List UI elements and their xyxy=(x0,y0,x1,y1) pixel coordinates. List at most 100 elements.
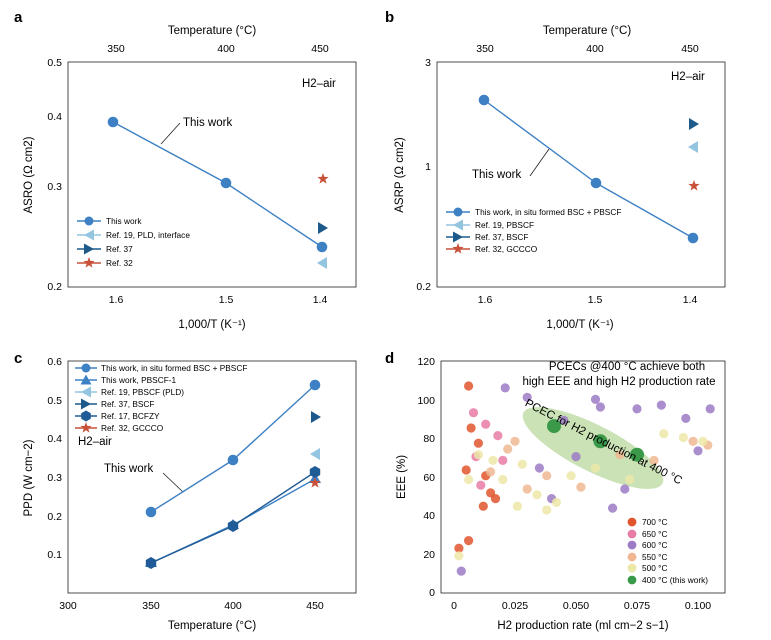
point-a-ref19 xyxy=(317,257,327,269)
h2-air-label-b: H2–air xyxy=(671,71,705,83)
scatter-point-d-4-5 xyxy=(551,497,562,507)
scatter-point-d-0-0 xyxy=(464,381,474,391)
plot-frame-b xyxy=(436,61,726,288)
legend-d-label-3: 600 °C xyxy=(642,540,667,550)
scatter-point-d-2-1 xyxy=(559,415,569,425)
line-a-segment-2 xyxy=(225,182,323,248)
scatter-point-d-4-8 xyxy=(625,474,635,485)
plot-frame-c xyxy=(67,360,357,594)
scatter-point-d-0-9 xyxy=(478,501,488,511)
scatter-point-d-2-14 xyxy=(500,383,510,393)
legend-d-label-5: 500 °C xyxy=(642,563,667,573)
scatter-points-d xyxy=(454,381,715,576)
x-tick-a-16: 1.6 xyxy=(109,294,124,306)
y-tick-d-0: 0 xyxy=(429,587,435,599)
scatter-point-d-2-2 xyxy=(595,402,606,412)
point-c-bcfzy-450 xyxy=(309,466,321,478)
legend-c-label-4: Ref. 37, BSCF xyxy=(101,399,155,409)
y-axis-label-d: EEE (%) xyxy=(396,455,408,499)
y-tick-d-40: 40 xyxy=(423,510,435,522)
scatter-point-d-4-9 xyxy=(659,429,669,439)
legend-b-marker-1 xyxy=(453,207,463,217)
x-tick-c-350: 350 xyxy=(142,600,160,612)
point-b-ref37 xyxy=(689,118,699,130)
y-tick-c-03: 0.3 xyxy=(47,472,62,484)
legend-b-label-2: Ref. 19, PBSCF xyxy=(475,220,534,230)
point-a-ref37 xyxy=(318,222,328,234)
point-a-ref32 xyxy=(317,173,329,184)
scatter-point-d-3-0 xyxy=(510,436,520,446)
h2-air-label-a: H2–air xyxy=(302,78,336,90)
legend-c-label-3: Ref. 19, PBSCF (PLD) xyxy=(101,387,184,397)
line-b-segment-2 xyxy=(595,182,694,239)
scatter-point-d-2-9 xyxy=(693,446,703,456)
legend-a: This work Ref. 19, PLD, interface Ref. 3… xyxy=(77,216,190,268)
scatter-point-d-3-5 xyxy=(688,436,698,446)
legend-c-label-5: Ref. 17, BCFZY xyxy=(101,411,160,421)
legend-a-marker-2 xyxy=(84,229,94,241)
scatter-point-d-2-3 xyxy=(632,404,642,414)
scatter-point-d-4-11 xyxy=(698,436,708,446)
legend-b-marker-2 xyxy=(453,219,463,231)
x-tick-c-450: 450 xyxy=(306,600,324,612)
this-work-label-a: This work xyxy=(183,117,232,129)
legend-d-marker-1 xyxy=(627,517,637,527)
point-c-this-work-400 xyxy=(227,454,239,466)
legend-a-marker-3 xyxy=(84,243,94,255)
this-work-leader-b xyxy=(529,148,550,177)
line-a-segment-1 xyxy=(112,121,227,184)
scatter-point-d-3-7 xyxy=(503,444,513,454)
legend-d-label-2: 650 °C xyxy=(642,529,667,539)
y-tick-a-04: 0.4 xyxy=(47,111,62,123)
y-tick-d-20: 20 xyxy=(423,549,435,561)
scatter-point-d-2-15 xyxy=(590,394,601,404)
legend-d-marker-2 xyxy=(627,529,637,539)
scatter-point-d-4-10 xyxy=(678,432,689,443)
y-tick-d-100: 100 xyxy=(417,395,435,407)
x-tick-d-0100: 0.100 xyxy=(685,600,711,612)
scatter-point-d-2-13 xyxy=(456,566,466,576)
y-tick-d-60: 60 xyxy=(423,472,435,484)
x-axis-label-c: Temperature (°C) xyxy=(168,620,256,632)
legend-c-marker-3 xyxy=(81,386,91,398)
scatter-point-d-2-7 xyxy=(571,452,581,462)
x-axis-label-a: 1,000/T (K⁻¹) xyxy=(178,319,245,331)
legend-c-marker-5 xyxy=(81,410,91,422)
legend-b: This work, in situ formed BSC + PBSCF Re… xyxy=(446,207,621,254)
y-tick-a-02: 0.2 xyxy=(47,281,62,293)
scatter-point-d-2-11 xyxy=(620,484,630,494)
scatter-point-d-1-1 xyxy=(481,419,491,429)
scatter-point-d-4-1 xyxy=(473,450,483,460)
legend-d-label-4: 550 °C xyxy=(642,552,667,562)
legend-a-marker-1 xyxy=(84,216,94,226)
scatter-point-d-2-6 xyxy=(534,463,545,473)
panel-a: a Temperature (°C) 350 400 450 0.5 0.4 0… xyxy=(14,9,357,331)
legend-a-label-4: Ref. 32 xyxy=(106,258,133,268)
x-tick-b-16: 1.6 xyxy=(478,294,493,306)
scatter-point-d-0-4 xyxy=(473,438,483,448)
scatter-point-d-4-2 xyxy=(498,474,508,485)
this-work-label-b: This work xyxy=(472,169,521,181)
y-tick-d-120: 120 xyxy=(417,356,435,368)
legend-c-marker-2 xyxy=(80,374,92,385)
top-tick-b-2: 450 xyxy=(681,43,699,55)
scatter-point-d-4-13 xyxy=(488,455,498,465)
legend-a-label-3: Ref. 37 xyxy=(106,244,133,254)
scatter-point-d-4-15 xyxy=(542,505,552,515)
scatter-point-d-1-3 xyxy=(476,480,486,490)
panel-d: d 120 100 80 60 40 20 0 0 0.025 0.050 0.… xyxy=(385,350,726,632)
legend-a-label-2: Ref. 19, PLD, interface xyxy=(106,230,190,240)
legend-c-label-1: This work, in situ formed BSC + PBSCF xyxy=(101,363,247,373)
y-tick-d-80: 80 xyxy=(423,433,435,445)
x-axis-label-d: H2 production rate (ml cm−2 s−1) xyxy=(497,620,668,632)
point-b-ref32 xyxy=(688,180,700,191)
scatter-point-d-2-5 xyxy=(681,413,691,423)
point-c-ref19 xyxy=(310,448,320,460)
x-tick-b-15: 1.5 xyxy=(588,294,603,306)
y-tick-c-02: 0.2 xyxy=(47,511,62,523)
title-d-line-1: PCECs @400 °C achieve both xyxy=(549,361,705,373)
legend-c-label-6: Ref. 32, GCCCO xyxy=(101,423,164,433)
series-b xyxy=(478,94,700,244)
title-d-line-2: high EEE and high H2 production rate xyxy=(522,376,715,388)
legend-d-label-1: 700 °C xyxy=(642,517,667,527)
